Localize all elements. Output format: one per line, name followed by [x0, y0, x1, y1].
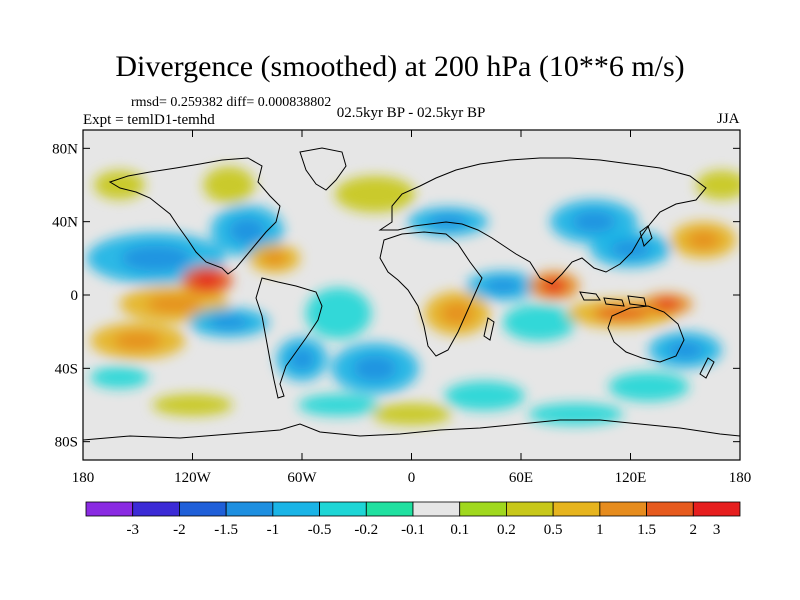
field-anomaly [696, 170, 740, 200]
colorbar-label: -0.1 [401, 522, 425, 538]
colorbar-label: 0.1 [450, 522, 469, 538]
field-anomaly-core [261, 251, 288, 266]
antarctica-coast [83, 419, 740, 441]
lat-label: 80S [55, 435, 78, 451]
colorbar-label: 1.5 [637, 522, 656, 538]
field-anomaly-core [194, 273, 220, 288]
new-zealand-coast [699, 357, 715, 379]
colorbar-swatch [412, 501, 461, 517]
field-anomaly-core [654, 298, 680, 310]
field-anomaly [371, 403, 452, 426]
field-anomaly-core [484, 278, 521, 294]
colorbar-swatch [646, 501, 694, 517]
period-label: 02.5kyr BP - 02.5kyr BP [336, 105, 486, 121]
field-anomaly-core [687, 230, 720, 250]
divergence-field [86, 166, 740, 426]
colorbar-swatch [319, 501, 367, 517]
lat-label: 80N [52, 141, 78, 157]
colorbar-label: 3 [713, 522, 721, 538]
field-anomaly [502, 304, 576, 341]
lat-label: 40S [55, 361, 78, 377]
field-anomaly [93, 170, 146, 200]
colorbar-label: -3 [126, 522, 139, 538]
field-anomaly-core [594, 306, 649, 321]
colorbar-swatch [459, 501, 507, 517]
colorbar-label: 1 [596, 522, 604, 538]
indonesia-coast [579, 291, 647, 307]
colorbar-label: -1.5 [214, 522, 238, 538]
field-anomaly-core [121, 245, 191, 272]
field-anomaly [444, 381, 525, 411]
field-anomaly-core [114, 331, 162, 351]
colorbar-swatch [225, 501, 274, 517]
colorbar-swatch [85, 501, 134, 517]
colorbar-label: 2 [690, 522, 698, 538]
south-america-coast [255, 277, 323, 399]
field-anomaly-core [572, 210, 616, 233]
colorbar-swatch [506, 501, 554, 517]
lon-label: 180 [72, 470, 95, 486]
greenland-coast [299, 147, 347, 191]
field-anomaly [203, 166, 255, 204]
africa-coast [379, 231, 483, 357]
colorbar: -3 -2 -1.5 -1 -0.5 -0.2 -0.1 0.1 0.2 0.5 1 1.5 2 3 [85, 501, 741, 538]
lon-label: 60W [287, 470, 317, 486]
field-anomaly-core [146, 295, 202, 314]
lat-label: 40N [52, 215, 78, 231]
colorbar-swatch [272, 501, 320, 517]
field-anomaly-core [667, 340, 704, 360]
colorbar-swatch [179, 501, 227, 517]
colorbar-label: -0.5 [308, 522, 332, 538]
map-axes: 80N 40N 0 40S 80S 180 120W 60W 0 60E 120E 180 [52, 130, 751, 486]
field-anomaly [90, 366, 149, 389]
japan-coast [639, 225, 653, 247]
colorbar-swatch [132, 501, 180, 517]
field-anomaly-core [229, 218, 266, 244]
colorbar-swatch [552, 501, 601, 517]
colorbar-label: -0.2 [354, 522, 378, 538]
lon-label: 0 [408, 470, 416, 486]
plot-title: Divergence (smoothed) at 200 hPa (10**6 … [115, 50, 685, 83]
colorbar-swatch [365, 501, 414, 517]
field-anomaly-core [440, 302, 474, 325]
eurasia-coast [378, 157, 707, 285]
lon-label: 120E [615, 470, 647, 486]
madagascar-coast [483, 317, 495, 341]
rmsd-diff-stats: rmsd= 0.259382 diff= 0.000838802 [131, 95, 332, 110]
colorbar-label: 0.5 [544, 522, 563, 538]
colorbar-label: -2 [173, 522, 186, 538]
coastlines [83, 147, 740, 441]
lon-label: 120W [174, 470, 212, 486]
colorbar-label: 0.2 [497, 522, 516, 538]
lat-label: 0 [71, 288, 79, 304]
field-anomaly-core [427, 214, 469, 230]
lon-label: 180 [729, 470, 752, 486]
field-anomaly [608, 372, 689, 402]
colorbar-swatch [692, 501, 741, 517]
north-america-coast [108, 157, 281, 275]
lon-label: 60E [509, 470, 533, 486]
field-anomaly [334, 175, 416, 213]
field-anomaly [305, 287, 372, 340]
field-anomaly-core [208, 315, 250, 330]
colorbar-label: -1 [267, 522, 280, 538]
colorbar-swatch [599, 501, 647, 517]
season-label: JJA [717, 111, 740, 127]
field-anomaly [298, 394, 379, 416]
field-anomaly [152, 394, 233, 416]
experiment-label: Expt = temlD1-temhd [83, 112, 215, 128]
field-anomaly-core [610, 240, 651, 259]
australia-coast [607, 305, 685, 363]
field-anomaly-core [353, 355, 397, 382]
field-anomaly-core [289, 348, 315, 371]
